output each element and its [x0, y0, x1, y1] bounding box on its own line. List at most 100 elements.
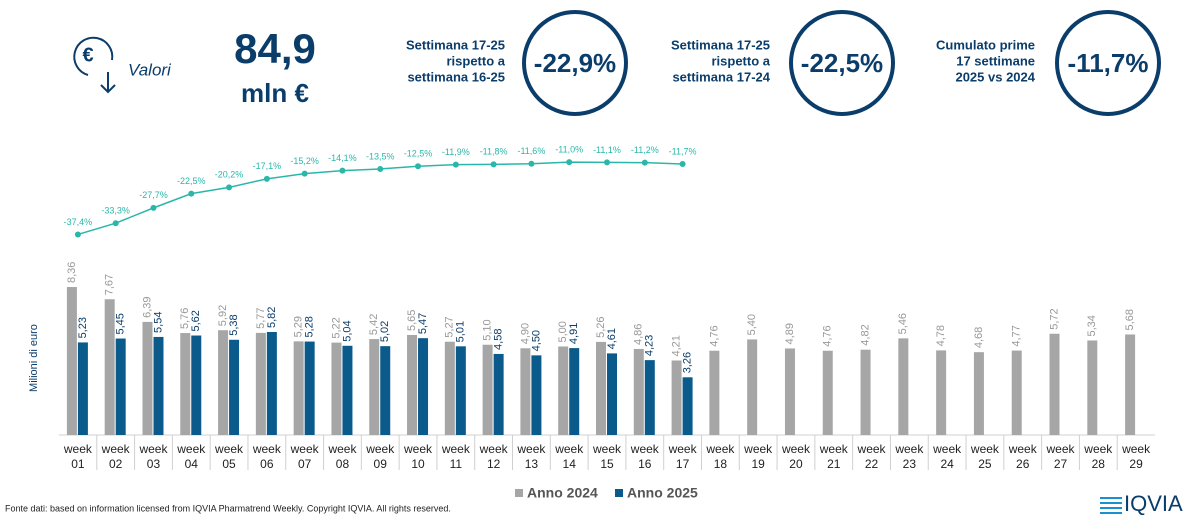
kpi-text: 17 settimane [956, 53, 1035, 68]
bar [747, 339, 758, 435]
bar-label: 4,90 [519, 323, 531, 344]
x-tick-label: week 22 [857, 442, 887, 471]
line-label: -22,5% [177, 176, 206, 186]
bar [531, 355, 542, 435]
bar-label: 5,22 [330, 317, 342, 338]
kpi-value: -22,5% [801, 48, 883, 78]
bar-label: 7,67 [104, 274, 116, 295]
bar-label: 6,39 [141, 296, 153, 317]
bar-label: 5,28 [304, 316, 316, 337]
kpi-text: 2025 vs 2024 [955, 69, 1035, 84]
bar-label: 4,78 [935, 325, 947, 346]
line-point [604, 159, 610, 166]
line-label: -11,7% [669, 146, 697, 156]
x-tick-label: week 03 [138, 442, 168, 471]
bar [936, 350, 947, 435]
legend-label: Anno 2025 [627, 485, 698, 501]
bar-label: 5,92 [217, 305, 229, 326]
x-tick-label: week 21 [819, 442, 849, 471]
x-tick-label: week 08 [327, 442, 357, 471]
legend-label: Anno 2024 [527, 485, 598, 501]
unit: mln € [241, 78, 309, 108]
bar [455, 346, 466, 435]
bar [784, 348, 795, 435]
x-tick-label: week 12 [479, 442, 509, 471]
bar [709, 350, 720, 435]
x-tick-label: week 27 [1046, 442, 1076, 471]
bar [342, 345, 353, 435]
bar [1087, 340, 1098, 435]
bar-label: 4,50 [530, 330, 542, 351]
bar [266, 331, 277, 435]
bar [607, 353, 617, 435]
bar [644, 360, 655, 435]
line-point [339, 167, 346, 174]
x-tick-label: week 13 [516, 442, 546, 471]
x-tick-label: week 15 [592, 442, 622, 471]
bar-label: 4,77 [1011, 325, 1023, 346]
bar [407, 334, 418, 435]
bar [115, 338, 126, 435]
line-label: -27,7% [139, 190, 168, 200]
bar-label: 5,01 [455, 321, 467, 342]
bar [1125, 334, 1136, 435]
line-point [226, 184, 233, 191]
x-tick-label: week 05 [214, 442, 244, 471]
line-label: -11,0% [555, 145, 583, 155]
x-tick-label: week 19 [743, 442, 773, 471]
line-point [490, 161, 497, 168]
bar [482, 344, 493, 435]
bar [520, 348, 531, 435]
line-label: -37,4% [64, 217, 93, 227]
line-point [74, 231, 81, 238]
kpi-value: -11,7% [1068, 48, 1149, 78]
line-point [377, 165, 384, 172]
bar-label: 4,61 [606, 328, 618, 349]
bar-label: 5,27 [444, 316, 456, 337]
bar [304, 341, 315, 435]
bar-label: 4,23 [644, 335, 656, 356]
bar [104, 299, 115, 435]
bar-label: 8,36 [66, 262, 78, 283]
bar [229, 339, 240, 435]
x-tick-label: week 11 [441, 442, 471, 471]
line-point [566, 159, 573, 166]
bar-label: 5,40 [746, 314, 758, 335]
kpi-circle [789, 10, 895, 116]
x-tick-label: week 06 [252, 442, 282, 471]
bar [860, 349, 871, 435]
line-label: -11,6% [517, 146, 545, 156]
line-point [415, 163, 422, 170]
bar-label: 5,38 [228, 314, 240, 335]
x-tick-label: week 16 [630, 442, 660, 471]
logo-mark [1100, 497, 1122, 514]
bar [569, 348, 580, 435]
x-tick-label: week 09 [365, 442, 395, 471]
x-tick-label: week 14 [554, 442, 584, 471]
bar [1049, 333, 1060, 435]
bar-label: 4,76 [822, 325, 834, 346]
line-label: -11,2% [631, 145, 659, 155]
kpi-text: rispetto a [446, 53, 505, 68]
bar-label: 5,10 [482, 319, 494, 340]
line-point [528, 160, 535, 167]
bar [255, 332, 266, 435]
bar [444, 341, 455, 435]
bar [77, 342, 88, 435]
x-tick-label: week 28 [1083, 442, 1113, 471]
line-point [112, 220, 119, 227]
legend-swatch [515, 489, 523, 497]
bar-label: 5,34 [1086, 315, 1098, 336]
bar-label: 5,29 [293, 316, 305, 337]
line-point [263, 175, 270, 182]
bar-label: 5,46 [897, 313, 909, 334]
bar [380, 346, 391, 435]
bar-label: 5,68 [1124, 309, 1136, 330]
x-tick-label: week 07 [290, 442, 320, 471]
bar [369, 339, 380, 435]
bar [66, 287, 77, 435]
x-tick-label: week 10 [403, 442, 433, 471]
bar-label: 4,82 [859, 324, 871, 345]
bar-label: 5,47 [417, 313, 429, 334]
